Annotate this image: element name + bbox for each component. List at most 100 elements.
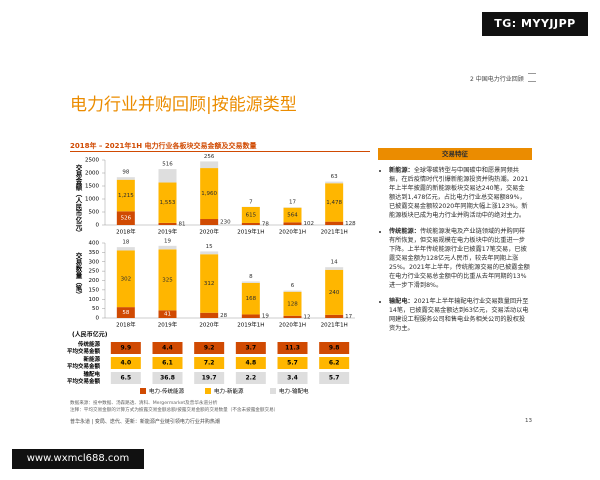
data-label: 128 [287,301,298,307]
bar-segment [158,182,177,223]
y-tick-label: 2000 [85,171,99,177]
table-cell [152,372,183,384]
bullet-text: 2021年上半年输配电行业交易数量回升至14笔，已披露交易金额达到63亿元，交易… [389,298,529,332]
row-label: 平均交易金额 [67,347,101,355]
data-label: 168 [246,296,257,302]
data-label: 312 [204,281,215,287]
data-label: 15 [206,244,213,250]
divider [70,151,370,152]
bar-segment [200,161,219,169]
data-label: 98 [122,170,129,176]
legend-label: 电力-新能源 [214,387,244,395]
y-tick-label: 100 [89,297,100,303]
data-label: 78 [262,221,269,227]
data-label: 14 [331,260,338,266]
bar-segment [158,310,177,318]
data-label: 230 [220,220,231,226]
cell-value: 5.7 [287,360,298,367]
bar-segment [200,254,219,313]
data-label: 302 [121,276,132,282]
y-tick-label: 400 [89,241,100,247]
table-cell [152,342,183,354]
table-cell [319,357,350,369]
row-label: 平均交易金额 [67,362,101,370]
y-tick-label: 1500 [85,184,99,190]
bar-segment [158,249,177,311]
bar-segment [200,219,219,225]
table-cell [277,372,308,384]
table-cell [110,342,141,354]
bar-segment [283,315,302,318]
data-label: 325 [162,277,173,283]
legend-swatch [270,388,276,394]
table-cell [110,357,141,369]
bar-segment [158,169,177,183]
cell-value: 9.8 [329,345,340,352]
y-tick-label: 200 [89,278,100,284]
data-label: 102 [304,221,315,227]
section-icon [528,73,536,82]
data-label: 17 [345,314,352,320]
section-label: 2 中国电力行业回顾 [470,76,524,83]
data-label: 8 [249,274,253,280]
data-label: 58 [122,310,129,316]
row-label: 输配电 [83,370,100,378]
cell-value: 19.7 [202,375,217,382]
bar-segment [283,291,302,316]
data-label: 526 [121,216,132,222]
cell-value: 3.7 [246,345,257,352]
row-label: 平均交易金额 [67,377,101,385]
bullet: 新能源：全球零碳转型与中国碳中和愿景同频共振，在后疫情时代引爆新能源投资并购热潮… [389,166,530,220]
data-label: 240 [329,290,340,296]
legend-swatch [205,388,211,394]
cell-value: 6.5 [121,375,132,382]
source-note: 数据来源：投中数据、汤森路透、清科、Mergermarket及普华永道分析 [70,401,218,406]
bar-segment [325,267,344,270]
page-number: 13 [525,418,532,424]
x-tick-label: 2018年 [116,321,136,329]
bar-segment [241,281,260,283]
table-cell [110,372,141,384]
bar-segment [241,282,260,315]
row-label: 新能源 [83,355,100,363]
data-label: 19 [164,238,171,244]
cell-value: 4.4 [162,345,173,352]
bullet-lead: 输配电： [389,298,414,305]
data-label: 18 [122,240,129,246]
row-label: 传统能源 [77,340,101,348]
page-title: 电力行业并购回顾|按能源类型 [70,95,297,115]
x-tick-label: 2020年1H [279,228,306,236]
bar-segment [200,251,219,255]
table-cell [194,372,225,384]
x-tick-label: 2019年 [158,321,178,329]
table-cell [319,372,350,384]
bar-segment [241,314,260,318]
watermark: TG: MYYJJPP [482,12,588,36]
table-cell [235,357,266,369]
table-cell [235,372,266,384]
bar-segment [116,179,135,212]
bar-segment [116,250,135,308]
y-tick-label: 50 [92,306,99,312]
data-label: 516 [162,162,173,168]
data-label: 81 [179,221,186,227]
bar-segment [158,245,177,250]
table-cell [194,342,225,354]
table-cell [152,357,183,369]
y-tick-label: 0 [96,223,100,229]
bullet-text: 传统能源发电及产业链领域的并购同样有所恢复，但交易规模在电力板块中的比重进一步下… [389,228,530,289]
data-label: 41 [164,312,171,318]
y-tick-label: 300 [89,259,100,265]
data-label: 1,960 [201,191,217,197]
bar-segment [158,222,177,225]
data-label: 12 [304,314,311,320]
bar-segment [325,314,344,318]
data-label: 1,553 [160,200,176,206]
y-tick-label: 350 [89,250,100,256]
data-label: 256 [204,154,215,160]
data-label: 128 [345,221,356,227]
cell-value: 7.2 [204,360,215,367]
x-tick-label: 2020年 [199,321,219,329]
footer: 普华永道 | 变局、迭代、更新：新能源产业链引领电力行业并购热潮 [70,419,220,425]
